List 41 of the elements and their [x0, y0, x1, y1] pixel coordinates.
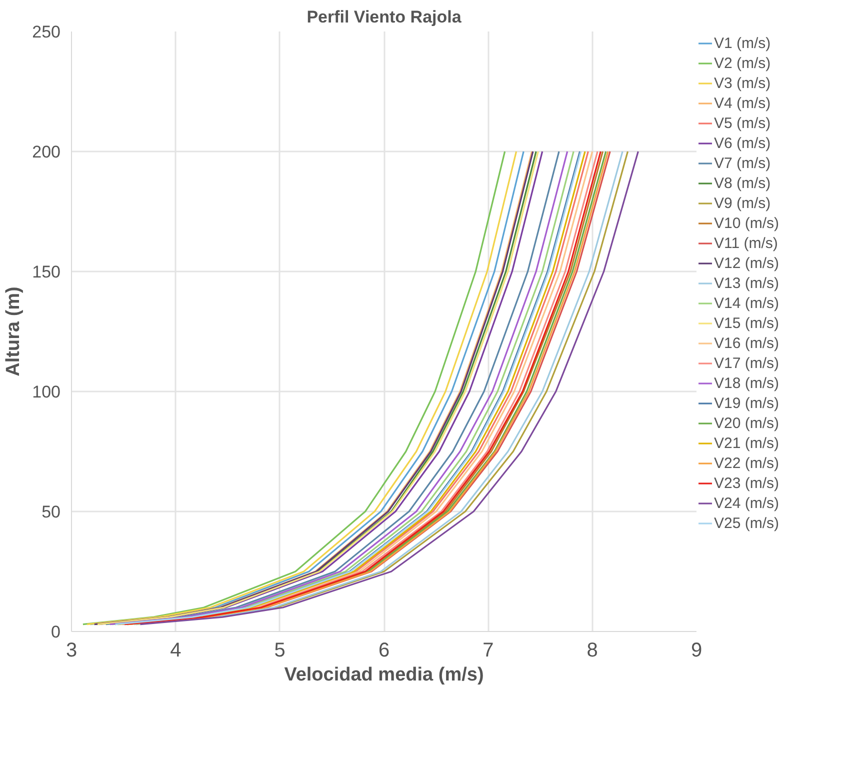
y-tick-label: 150	[32, 262, 61, 282]
legend-label: V22 (m/s)	[714, 454, 780, 473]
x-tick-label: 6	[378, 640, 390, 662]
legend-label: V1 (m/s)	[714, 34, 771, 53]
legend-label: V25 (m/s)	[714, 514, 780, 533]
legend-label: V6 (m/s)	[714, 134, 771, 153]
legend-label: V3 (m/s)	[714, 74, 771, 93]
legend-label: V5 (m/s)	[714, 114, 771, 133]
legend-label: V2 (m/s)	[714, 54, 771, 73]
x-tick-label: 9	[690, 640, 702, 662]
x-axis-title: Velocidad media (m/s)	[284, 664, 484, 686]
legend-label: V8 (m/s)	[714, 174, 771, 193]
y-tick-label: 100	[32, 382, 61, 402]
legend-label: V10 (m/s)	[714, 214, 780, 233]
legend-label: V13 (m/s)	[714, 274, 780, 293]
x-tick-label: 5	[274, 640, 286, 662]
y-axis-title: Altura (m)	[3, 286, 24, 376]
legend-label: V14 (m/s)	[714, 294, 780, 313]
x-tick-label: 7	[482, 640, 494, 662]
y-tick-label: 200	[32, 142, 61, 162]
legend-label: V23 (m/s)	[714, 474, 780, 493]
y-tick-label: 250	[32, 22, 61, 42]
legend-label: V11 (m/s)	[714, 234, 778, 253]
legend-label: V7 (m/s)	[714, 154, 771, 173]
x-tick-label: 3	[66, 640, 78, 662]
legend-label: V4 (m/s)	[714, 94, 771, 113]
y-tick-label: 0	[51, 622, 61, 642]
y-tick-label: 50	[42, 502, 61, 522]
legend-label: V15 (m/s)	[714, 314, 780, 333]
legend-label: V21 (m/s)	[714, 434, 780, 453]
legend-label: V17 (m/s)	[714, 354, 780, 373]
legend-label: V24 (m/s)	[714, 494, 780, 513]
x-tick-label: 4	[170, 640, 182, 662]
legend-label: V16 (m/s)	[714, 334, 780, 353]
legend-label: V9 (m/s)	[714, 194, 771, 213]
legend-label: V12 (m/s)	[714, 254, 780, 273]
chart-title: Perfil Viento Rajola	[306, 8, 462, 26]
legend-label: V19 (m/s)	[714, 394, 780, 413]
legend-label: V20 (m/s)	[714, 414, 780, 433]
x-tick-label: 8	[586, 640, 598, 662]
legend-label: V18 (m/s)	[714, 374, 780, 393]
